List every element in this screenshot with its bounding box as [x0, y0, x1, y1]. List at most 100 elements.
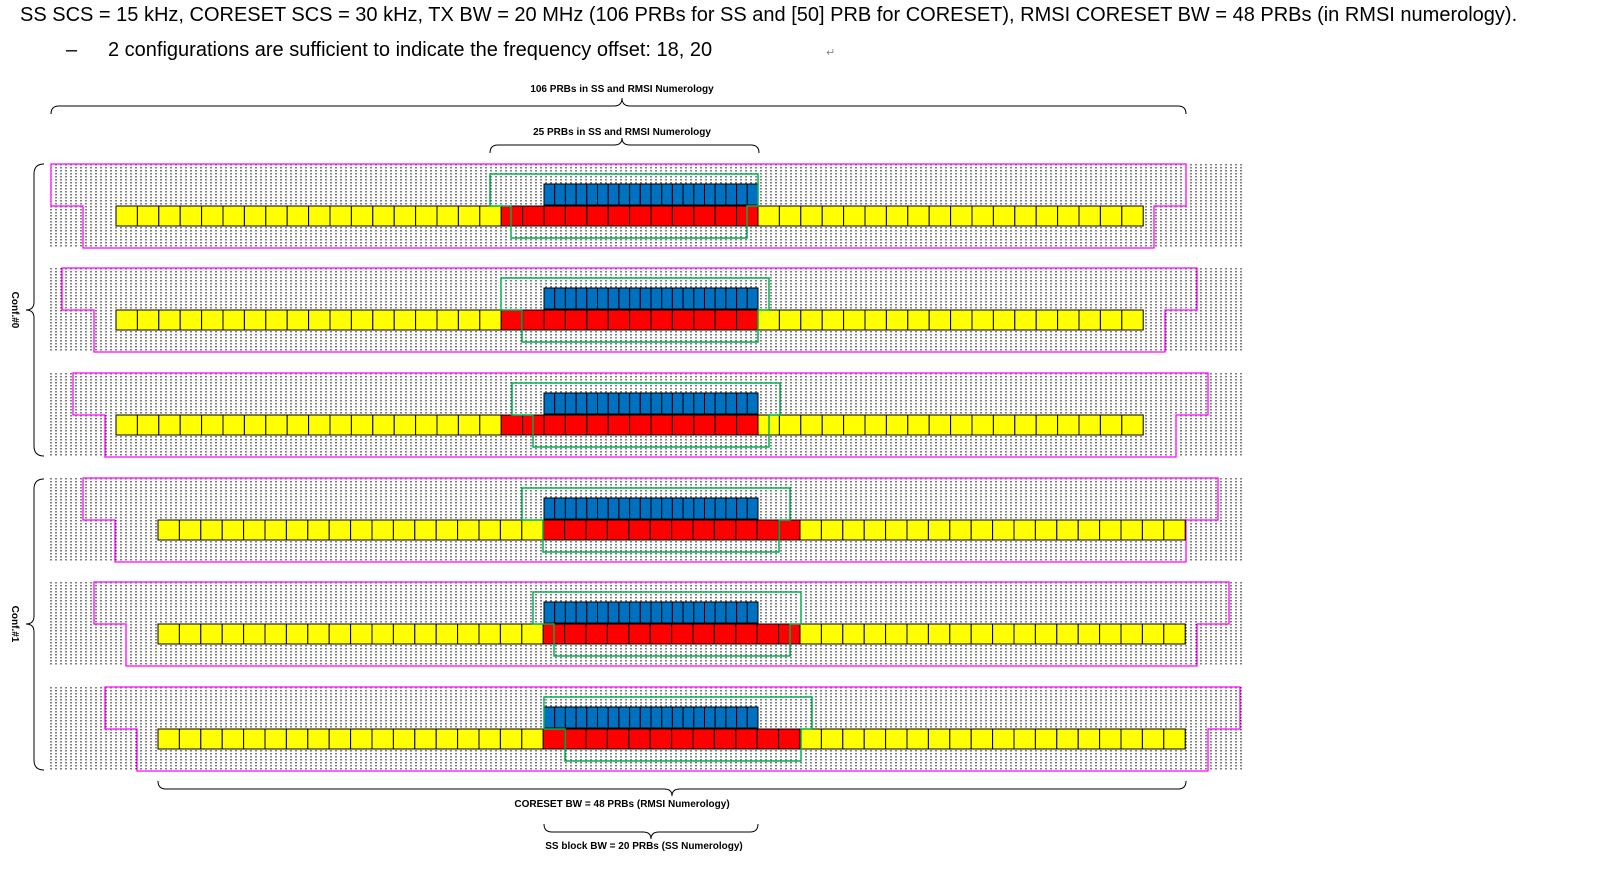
ss-block-cell	[618, 706, 631, 729]
yellow-prb-cell	[136, 414, 160, 436]
red-prb-cell	[628, 728, 651, 750]
red-prb-cell	[564, 623, 587, 645]
yellow-prb-cell	[414, 728, 437, 750]
ss-block-cell	[682, 706, 695, 729]
yellow-prb-cell	[970, 519, 994, 541]
yellow-prb-cell	[435, 623, 459, 645]
red-prb-cell	[564, 309, 588, 331]
yellow-prb-cell	[799, 519, 822, 541]
ss-block-cell	[629, 497, 641, 520]
yellow-prb-cell	[478, 623, 501, 645]
red-prb-cell	[714, 205, 738, 227]
ss-block-cell	[607, 601, 620, 624]
red-prb-cell	[756, 519, 780, 541]
ss-block-cell	[736, 706, 748, 729]
yellow-prb-cell	[371, 728, 394, 750]
config-row	[50, 581, 1242, 667]
ss-block-cell	[661, 183, 673, 206]
config-row	[50, 267, 1242, 353]
yellow-prb-cell	[885, 728, 908, 750]
yellow-prb-cell	[1034, 728, 1058, 750]
yellow-prb-cell	[949, 728, 972, 750]
yellow-prb-cell	[1034, 519, 1058, 541]
red-prb-cell	[629, 205, 652, 227]
red-prb-cell	[564, 414, 588, 436]
ss-block-cell	[564, 287, 577, 310]
ss-block-cell	[682, 392, 695, 415]
yellow-prb-cell	[265, 309, 288, 331]
yellow-prb-cell	[992, 414, 1016, 436]
yellow-prb-cell	[436, 414, 459, 436]
ss-block-cell	[575, 392, 588, 415]
ss-block-cell	[661, 497, 673, 520]
red-prb-cell	[585, 728, 608, 750]
red-prb-cell	[543, 309, 566, 331]
ss-block-cell	[682, 497, 695, 520]
ss-block-cell	[714, 392, 727, 415]
yellow-prb-cell	[243, 623, 266, 645]
yellow-prb-cell	[992, 309, 1016, 331]
yellow-prb-cell	[264, 519, 287, 541]
yellow-prb-cell	[992, 623, 1015, 645]
yellow-prb-cell	[1121, 414, 1144, 436]
yellow-prb-cell	[1035, 414, 1059, 436]
yellow-prb-cell	[927, 623, 951, 645]
red-prb-cell	[522, 309, 545, 331]
ss-block-cell	[554, 601, 566, 624]
red-prb-cell	[671, 623, 694, 645]
ss-block-cell	[714, 601, 727, 624]
ss-block-cell	[629, 601, 641, 624]
ss-block-cell	[725, 706, 738, 729]
label-ss-block-bw: SS block BW = 20 PRBs (SS Numerology)	[545, 841, 743, 852]
ss-block-cell	[597, 392, 609, 415]
ss-block-cell	[575, 706, 588, 729]
ss-block-cell	[650, 287, 663, 310]
ss-block-cell	[564, 601, 577, 624]
red-prb-cell	[735, 728, 758, 750]
yellow-prb-cell	[415, 309, 438, 331]
yellow-prb-cell	[157, 728, 180, 750]
ss-block-cell	[575, 601, 588, 624]
yellow-prb-cell	[907, 205, 930, 227]
yellow-prb-cell	[201, 414, 224, 436]
ss-block-cell	[693, 392, 705, 415]
red-prb-cell	[606, 728, 630, 750]
yellow-prb-cell	[1099, 309, 1123, 331]
yellow-prb-cell	[285, 623, 309, 645]
ss-block-cell	[543, 601, 556, 624]
yellow-prb-cell	[136, 205, 160, 227]
yellow-prb-cell	[178, 623, 202, 645]
red-prb-cell	[714, 414, 738, 436]
yellow-prb-cell	[1057, 309, 1080, 331]
red-prb-cell	[671, 414, 695, 436]
green-outline	[489, 173, 759, 239]
green-outline	[521, 487, 791, 553]
yellow-prb-cell	[907, 414, 930, 436]
ss-block-cell	[564, 497, 577, 520]
red-prb-cell	[586, 309, 609, 331]
yellow-prb-cell	[479, 205, 502, 227]
red-prb-cell	[692, 728, 715, 750]
ss-block-cell	[564, 392, 577, 415]
yellow-prb-cell	[757, 205, 780, 227]
ss-block-cell	[543, 183, 556, 206]
yellow-prb-cell	[950, 205, 973, 227]
ss-block-cell	[682, 287, 695, 310]
ss-block-cell	[736, 497, 748, 520]
red-prb-cell	[649, 623, 673, 645]
ss-block-cell	[607, 183, 620, 206]
yellow-prb-cell	[243, 205, 267, 227]
ss-block-cell	[693, 287, 705, 310]
yellow-prb-cell	[1121, 205, 1144, 227]
yellow-prb-cell	[1099, 205, 1123, 227]
red-prb-cell	[585, 623, 608, 645]
yellow-prb-cell	[885, 205, 909, 227]
yellow-prb-cell	[286, 414, 310, 436]
red-prb-cell	[671, 728, 694, 750]
ss-block-cell	[554, 497, 566, 520]
yellow-prb-cell	[1014, 205, 1037, 227]
yellow-prb-cell	[821, 309, 845, 331]
ss-block-cell	[736, 287, 748, 310]
yellow-prb-cell	[115, 309, 138, 331]
green-outline	[532, 591, 802, 657]
